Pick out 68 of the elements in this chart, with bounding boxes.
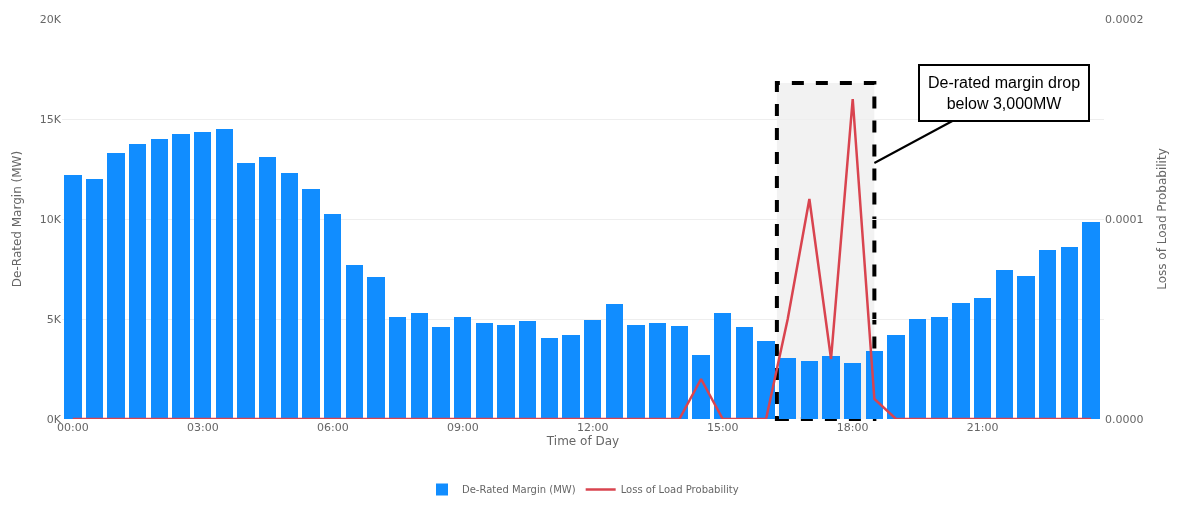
bar	[194, 132, 211, 419]
bar	[476, 323, 493, 419]
bar	[952, 303, 970, 419]
bar	[346, 265, 363, 419]
bar	[801, 361, 818, 419]
bar	[562, 335, 580, 419]
bar	[389, 317, 406, 419]
bar	[844, 363, 861, 419]
y-tick-label: 20K	[39, 12, 62, 26]
y-tick-label: 5K	[46, 312, 62, 326]
y2-tick-label: 0.0002	[1105, 12, 1144, 26]
bar	[1061, 247, 1078, 419]
bar	[974, 298, 991, 419]
bar	[497, 325, 515, 419]
bar	[324, 214, 341, 419]
bar	[64, 175, 82, 419]
bar	[1017, 276, 1035, 419]
bar	[432, 327, 450, 419]
y-tick-label: 10K	[39, 212, 62, 226]
x-axis-title: Time of Day	[545, 434, 620, 448]
bar	[1039, 250, 1056, 419]
bar	[931, 317, 948, 419]
x-tick-label: 03:00	[186, 421, 219, 434]
line-series	[71, 97, 1093, 419]
x-tick-label: 21:00	[966, 421, 999, 434]
bar	[541, 338, 558, 419]
x-tick-label: 18:00	[836, 421, 869, 434]
bar	[172, 134, 190, 419]
bar	[584, 320, 601, 419]
bar	[692, 355, 710, 419]
x-tick-label: 12:00	[576, 421, 609, 434]
bar	[736, 327, 753, 419]
bar	[237, 163, 255, 419]
bar	[454, 317, 471, 419]
bar	[757, 341, 775, 419]
bar	[627, 325, 645, 419]
bar	[411, 313, 428, 419]
bar	[86, 179, 103, 419]
bar	[259, 157, 276, 419]
bar	[281, 173, 298, 419]
band-label: De-rated margin drop below 3,000MW	[928, 74, 1081, 112]
y-tick-label: 15K	[39, 112, 62, 126]
bar	[302, 189, 320, 419]
bar	[1082, 222, 1100, 419]
bar	[887, 335, 905, 419]
bar	[107, 153, 125, 419]
bar	[519, 321, 536, 419]
y-axis-title: De-Rated Margin (MW)	[10, 150, 25, 288]
bar	[216, 129, 233, 419]
x-tick-label: 06:00	[316, 421, 349, 434]
legend-label: Loss of Load Probability	[620, 484, 739, 496]
bar	[714, 313, 731, 419]
y2-tick-label: 0.0000	[1105, 412, 1144, 426]
bar	[151, 139, 168, 419]
x-tick-label: 09:00	[446, 421, 479, 434]
bar	[671, 326, 688, 419]
legend-label: De-Rated Margin (MW)	[462, 484, 576, 496]
bar	[367, 277, 385, 419]
bar	[909, 319, 926, 419]
bar	[606, 304, 623, 419]
y2-tick-label: 0.0001	[1105, 212, 1144, 226]
bar	[996, 270, 1013, 419]
y2-axis-title: Loss of Load Probability	[1155, 148, 1170, 290]
bar	[129, 144, 146, 419]
x-tick-label: 15:00	[706, 421, 739, 434]
bar	[649, 323, 666, 419]
bar	[779, 358, 796, 419]
bar	[822, 356, 840, 419]
